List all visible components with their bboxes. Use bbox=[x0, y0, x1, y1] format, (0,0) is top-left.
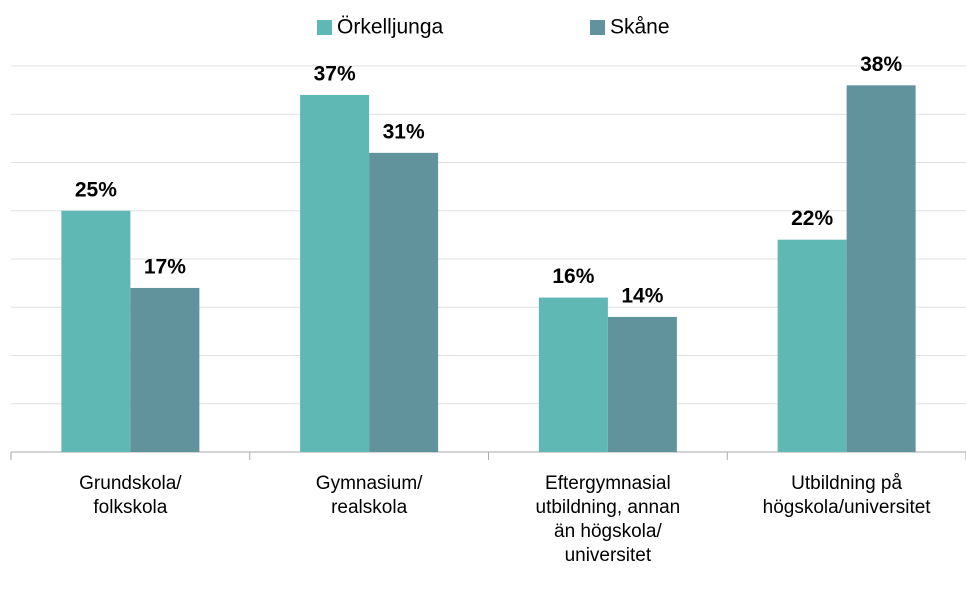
bar bbox=[538, 297, 608, 452]
value-label: 16% bbox=[552, 265, 594, 288]
legend-swatch bbox=[590, 20, 605, 35]
bar bbox=[777, 239, 847, 452]
value-label: 14% bbox=[621, 284, 663, 307]
value-label: 31% bbox=[383, 120, 425, 143]
bar bbox=[846, 85, 916, 453]
x-tick-label: Eftergymnasial utbildning, annan än högs… bbox=[535, 473, 681, 566]
legend-label: Skåne bbox=[610, 16, 670, 39]
bar bbox=[369, 152, 439, 452]
x-tick-label: Utbildning på högskola/universitet bbox=[762, 473, 931, 518]
value-label: 38% bbox=[860, 53, 902, 76]
bar bbox=[130, 287, 200, 452]
value-label: 37% bbox=[314, 62, 356, 85]
bar bbox=[61, 210, 131, 452]
value-label: 17% bbox=[144, 255, 186, 278]
legend-swatch bbox=[317, 20, 332, 35]
legend-label: Örkelljunga bbox=[337, 16, 444, 39]
value-label: 22% bbox=[791, 207, 833, 230]
bar bbox=[607, 316, 677, 452]
x-tick-label: Gymnasium/ realskola bbox=[315, 473, 423, 518]
bar bbox=[300, 94, 370, 452]
value-label: 25% bbox=[75, 178, 117, 201]
x-tick-label: Grundskola/ folkskola bbox=[79, 473, 182, 518]
